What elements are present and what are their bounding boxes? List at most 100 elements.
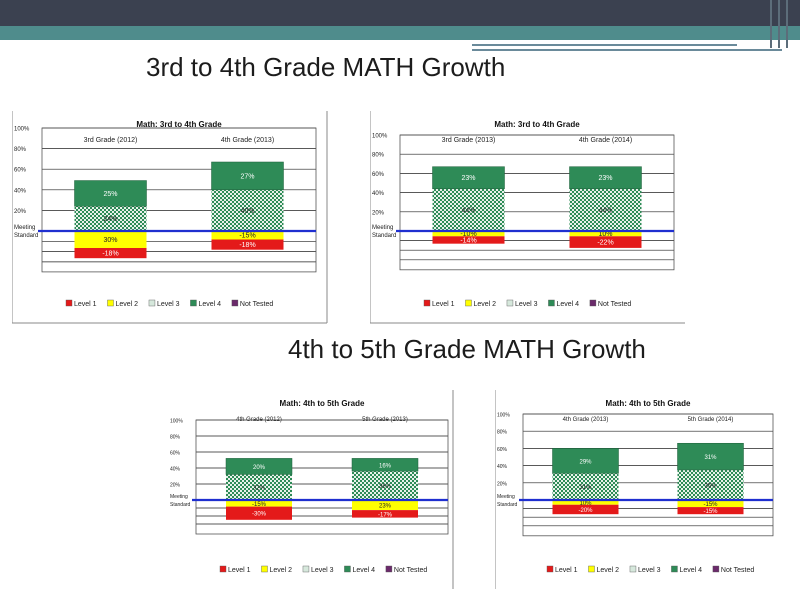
- data-label-level-2: 10%: [579, 501, 592, 507]
- bar-level-4: [677, 442, 744, 471]
- bar-level-2: [552, 500, 619, 505]
- y-tick-label: 100%: [14, 127, 30, 133]
- y-tick-label: 20%: [372, 210, 385, 216]
- legend-swatch: [107, 299, 114, 307]
- legend-label: Level 4: [198, 301, 221, 308]
- decor-line: [472, 44, 737, 46]
- heading-3rd-to-4th: 3rd to 4th Grade MATH Growth: [146, 52, 506, 82]
- bar-level-1: [552, 504, 619, 515]
- y-tick-label: 20%: [497, 481, 508, 487]
- y-tick-label: 60%: [372, 172, 385, 178]
- legend-swatch: [589, 299, 597, 307]
- legend-label: Level 1: [432, 301, 455, 308]
- data-label-level-3: 44%: [461, 207, 475, 214]
- legend-label: Level 2: [115, 301, 138, 308]
- legend-swatch: [548, 299, 555, 307]
- data-label-level-2: -15%: [703, 502, 718, 508]
- data-label-level-1: -17%: [378, 512, 393, 518]
- bar-level-1: [74, 247, 147, 259]
- data-label-level-3: 35%: [704, 483, 717, 489]
- plot-frame: [41, 127, 317, 273]
- category-label: 3rd Grade (2012): [84, 137, 138, 144]
- y-tick-label: 60%: [14, 168, 27, 174]
- legend-swatch: [588, 565, 595, 573]
- bar-level-1: [432, 236, 505, 244]
- bar-level-4: [432, 166, 505, 190]
- y-tick-label: 40%: [170, 467, 181, 473]
- bar-level-2: [569, 231, 642, 237]
- data-label-level-4: 20%: [253, 465, 266, 471]
- legend-label: Level 3: [638, 567, 661, 574]
- legend-label: Not Tested: [721, 567, 754, 574]
- chart-title: Math: 4th to 5th Grade: [606, 399, 691, 408]
- y-tick-label: 80%: [14, 147, 27, 153]
- legend-swatch: [385, 565, 393, 573]
- data-label-level-1: -14%: [460, 237, 476, 244]
- legend-swatch: [190, 299, 197, 307]
- data-label-level-3: 24%: [103, 216, 117, 223]
- legend-label: Level 3: [157, 301, 180, 308]
- y-tick-label: 60%: [497, 447, 508, 453]
- bar-level-4: [552, 448, 619, 474]
- data-label-level-3: 31%: [579, 485, 592, 491]
- chart-title: Math: 3rd to 4th Grade: [494, 120, 580, 129]
- data-label-level-3: 44%: [598, 207, 612, 214]
- legend-swatch: [712, 565, 720, 573]
- legend-swatch: [231, 299, 239, 307]
- bar-level-1: [226, 506, 292, 520]
- legend-label: Level 2: [596, 567, 619, 574]
- legend-label: Level 2: [269, 567, 292, 574]
- legend-swatch: [629, 565, 637, 573]
- data-label-level-2: -15%: [239, 233, 255, 240]
- data-label-level-3: 32%: [253, 486, 266, 492]
- y-tick-label: 40%: [14, 188, 27, 194]
- data-label-level-3: 40%: [240, 208, 254, 215]
- legend-label: Not Tested: [240, 301, 273, 308]
- data-label-level-4: 29%: [579, 459, 592, 465]
- legend-swatch: [423, 299, 431, 307]
- data-label-level-3: 36%: [379, 484, 392, 490]
- chart-title: Math: 3rd to 4th Grade: [136, 120, 222, 129]
- bar-level-3: [226, 474, 292, 500]
- legend-swatch: [506, 299, 514, 307]
- decor-line: [472, 49, 782, 51]
- category-label: 3rd Grade (2013): [442, 137, 496, 144]
- chart-panel-3: Math: 4th to 5th Grade 4th Grade (2012) 5t…: [168, 390, 454, 590]
- legend-swatch: [465, 299, 472, 307]
- y-tick-label: 80%: [372, 153, 385, 159]
- plot-frame: [195, 419, 449, 535]
- bar-level-1: [211, 239, 284, 250]
- legend-label: Level 3: [311, 567, 334, 574]
- data-label-level-1: -18%: [239, 242, 255, 249]
- heading-4th-to-5th: 4th to 5th Grade MATH Growth: [288, 334, 646, 364]
- data-label-level-2: -10%: [460, 231, 476, 238]
- legend-label: Level 4: [556, 301, 579, 308]
- legend-swatch: [546, 565, 554, 573]
- meeting-label: Meeting: [14, 225, 35, 231]
- category-label: 4th Grade (2014): [579, 137, 632, 144]
- bar-level-3: [552, 473, 619, 500]
- decor-vline: [770, 0, 772, 48]
- bar-level-2: [352, 500, 418, 511]
- meeting-label: Meeting: [497, 494, 515, 500]
- y-tick-label: 20%: [170, 483, 181, 489]
- bar-level-4: [225, 458, 293, 475]
- teal-band: [0, 26, 800, 40]
- data-label-level-4: 25%: [103, 191, 117, 198]
- legend-label: Level 1: [74, 301, 97, 308]
- category-label: 4th Grade (2013): [221, 137, 274, 144]
- category-label: 5th Grade (2014): [688, 417, 734, 423]
- bar-level-4: [211, 161, 284, 191]
- bar-level-4: [74, 180, 147, 207]
- decor-vline: [778, 0, 780, 48]
- bar-level-1: [352, 510, 418, 518]
- y-tick-label: 40%: [372, 191, 385, 197]
- bar-level-3: [211, 189, 284, 231]
- data-label-level-1: -15%: [703, 509, 718, 515]
- legend-label: Level 1: [228, 567, 251, 574]
- plot-frame: [522, 413, 774, 537]
- chart-1: Math: 3rd to 4th Grade 3rd Grade (2012) 4t…: [12, 111, 328, 324]
- bar-level-2: [226, 500, 292, 507]
- data-label-level-2: -15%: [252, 502, 267, 508]
